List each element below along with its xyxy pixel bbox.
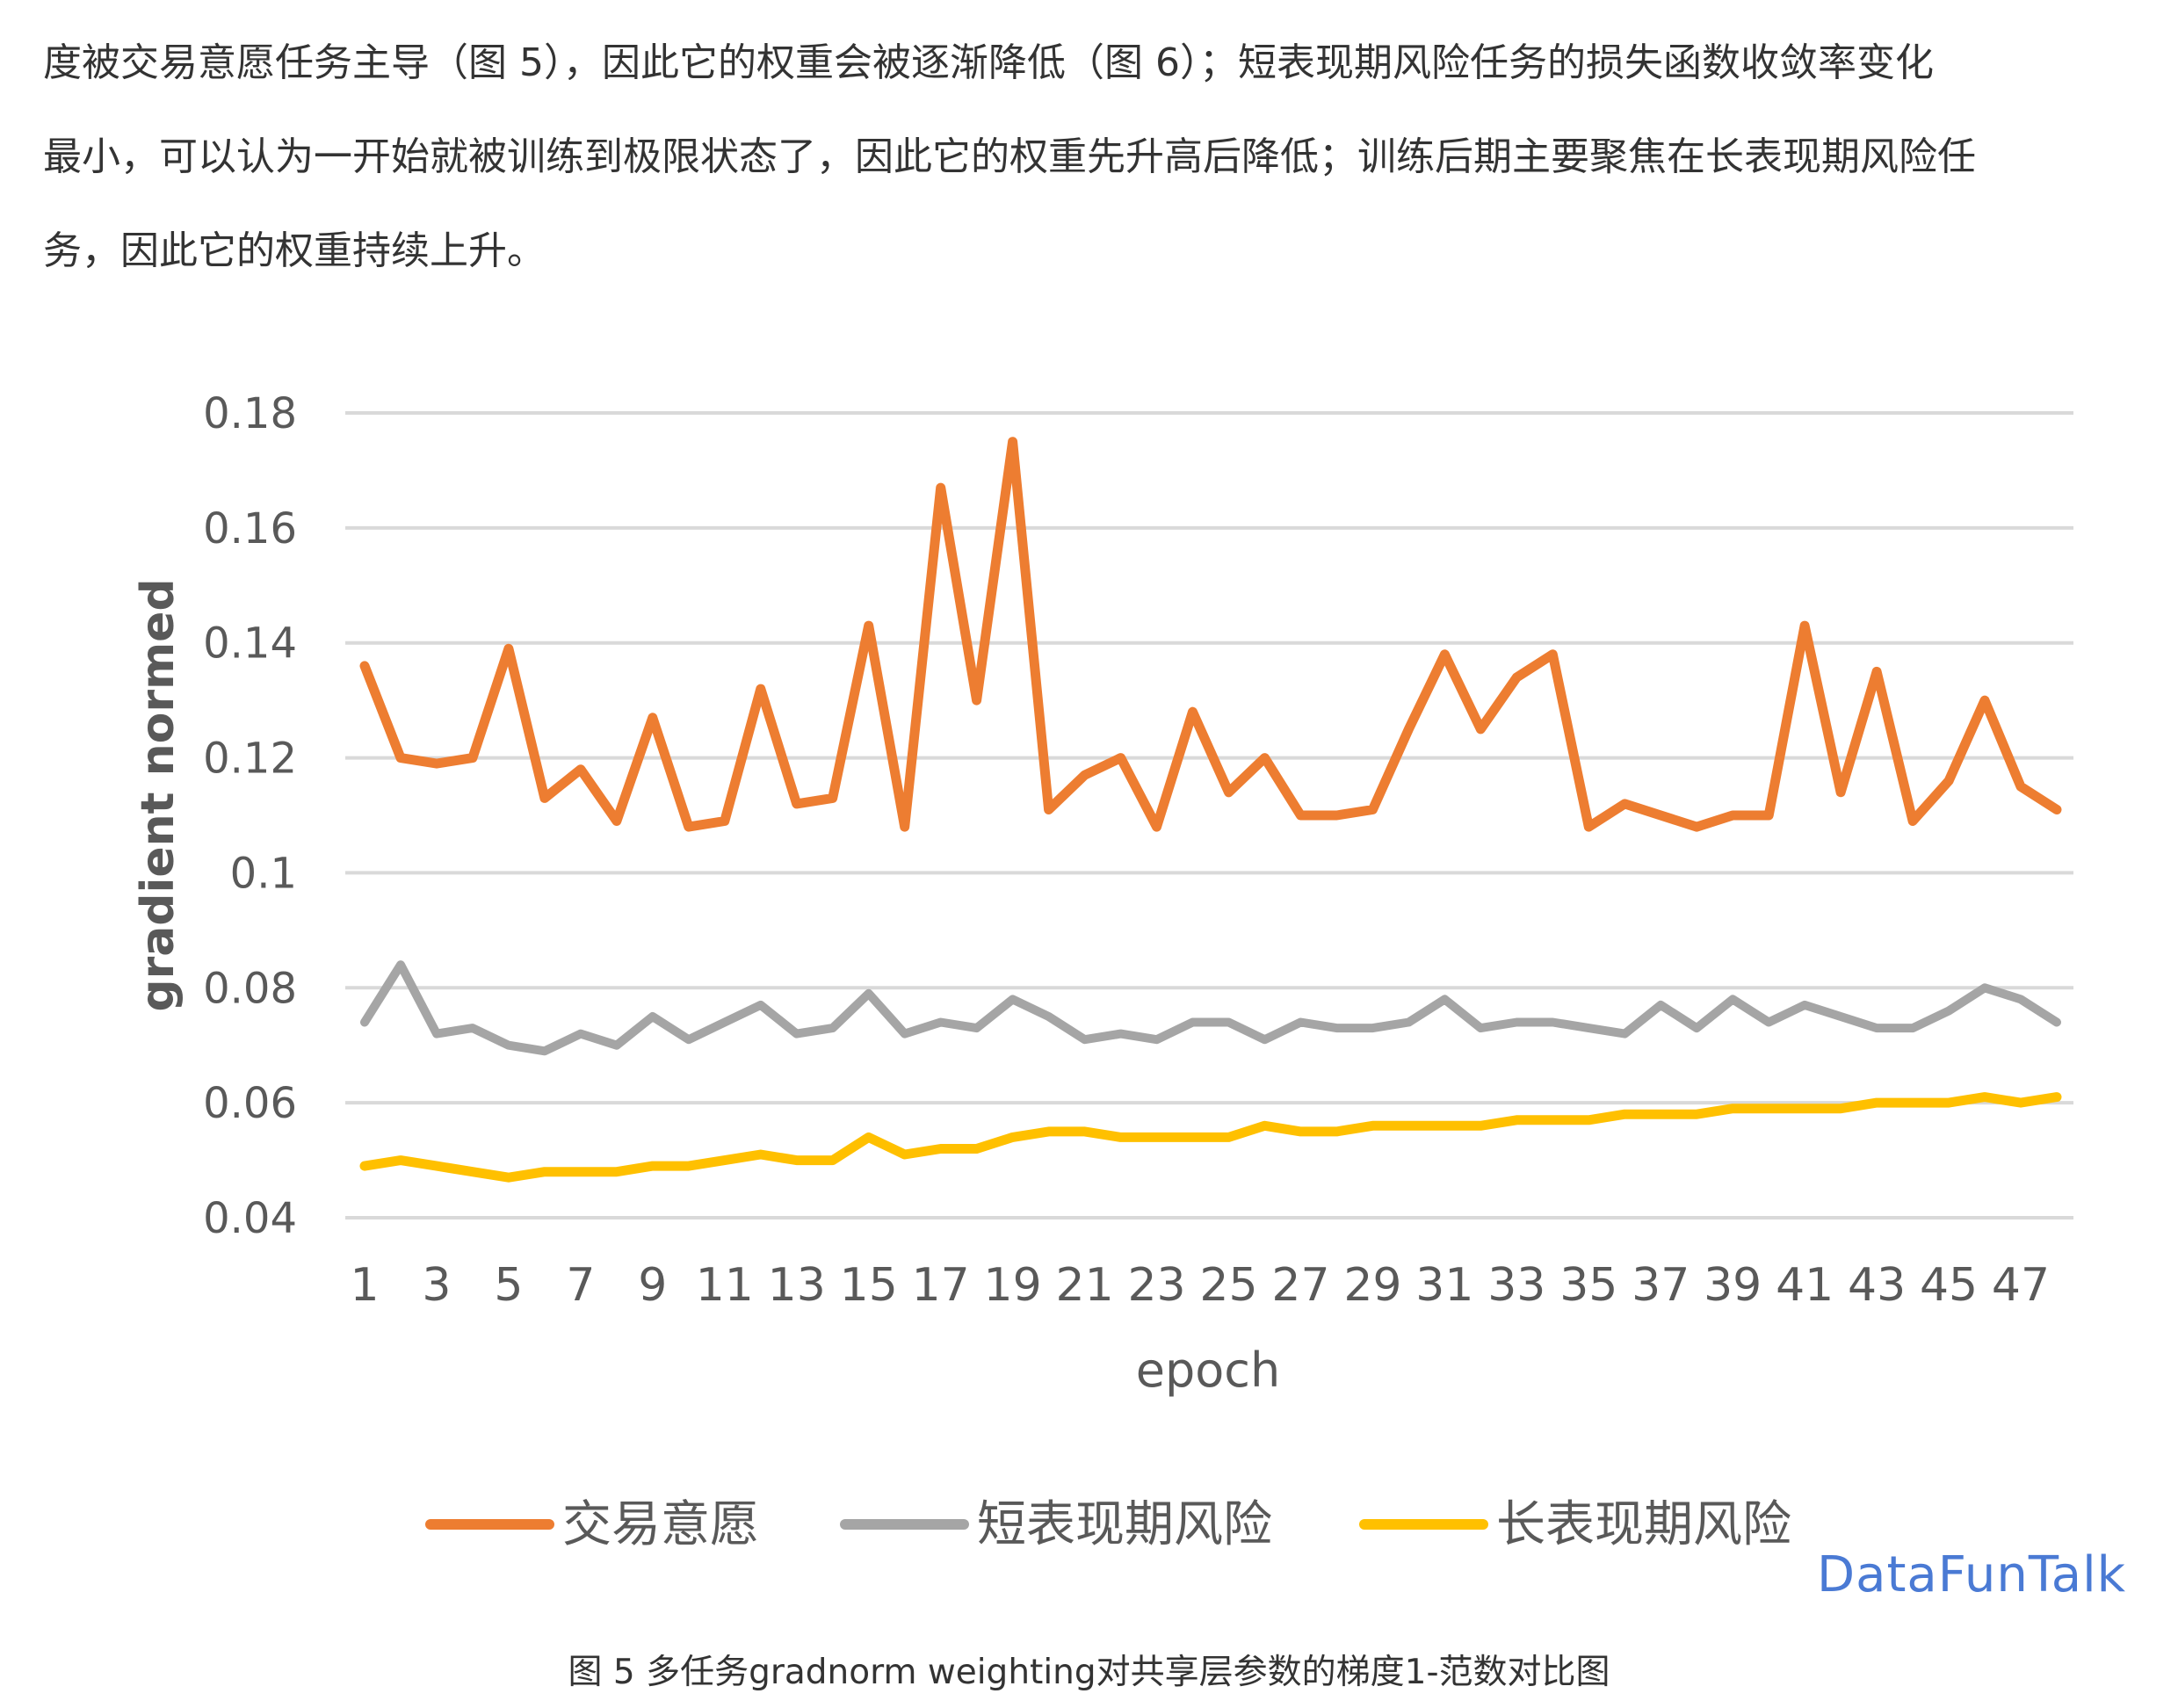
x-tick-label: 31 bbox=[1415, 1259, 1473, 1312]
series-line-1 bbox=[359, 437, 2062, 832]
chart-series-lines bbox=[359, 437, 2062, 1183]
paragraph-line-1: 度被交易意愿任务主导（图 5），因此它的权重会被逐渐降低（图 6）；短表现期风险… bbox=[43, 40, 1934, 85]
x-tick-label: 27 bbox=[1271, 1259, 1329, 1312]
x-tick-label: 39 bbox=[1704, 1259, 1762, 1312]
x-tick-label: 5 bbox=[494, 1259, 523, 1312]
legend-label-3: 长表现期风险 bbox=[1496, 1496, 1791, 1553]
legend-label-1: 交易意愿 bbox=[562, 1496, 759, 1553]
x-tick-label: 3 bbox=[422, 1259, 451, 1312]
x-axis-ticks: 1 3 5 7 9 11 13 15 17 19 21 23 25 27 29 31 33 35 37 39 41 43 4… bbox=[350, 1259, 2050, 1312]
y-axis-ticks: 0.04 0.06 0.08 0.1 0.12 0.14 0.16 0.18 bbox=[203, 389, 297, 1243]
y-axis-label: gradient normed bbox=[132, 578, 185, 1011]
y-tick-label: 0.06 bbox=[203, 1079, 297, 1128]
x-tick-label: 25 bbox=[1199, 1259, 1257, 1312]
y-tick-label: 0.04 bbox=[203, 1194, 297, 1243]
x-tick-label: 1 bbox=[350, 1259, 379, 1312]
x-tick-label: 37 bbox=[1632, 1259, 1690, 1312]
y-tick-label: 0.16 bbox=[203, 504, 297, 554]
paragraph-line-2: 最小，可以认为一开始就被训练到极限状态了，因此它的权重先升高后降低；训练后期主要… bbox=[43, 134, 1976, 179]
paragraph-line-3: 务，因此它的权重持续上升。 bbox=[43, 228, 546, 273]
x-tick-label: 21 bbox=[1055, 1259, 1113, 1312]
y-tick-label: 0.1 bbox=[230, 849, 297, 898]
x-tick-label: 9 bbox=[638, 1259, 667, 1312]
y-tick-label: 0.08 bbox=[203, 964, 297, 1013]
legend-label-2: 短表现期风险 bbox=[977, 1496, 1272, 1553]
x-tick-label: 15 bbox=[840, 1259, 898, 1312]
x-tick-label: 7 bbox=[566, 1259, 595, 1312]
x-tick-label: 13 bbox=[768, 1259, 826, 1312]
datafuntalk-watermark: DataFunTalk bbox=[1817, 1546, 2127, 1603]
x-tick-label: 23 bbox=[1127, 1259, 1185, 1312]
y-tick-label: 0.14 bbox=[203, 619, 297, 669]
x-tick-label: 17 bbox=[912, 1259, 970, 1312]
figure-caption: 图 5 多任务gradnorm weighting对共享层参数的梯度1-范数对比… bbox=[568, 1653, 1610, 1692]
chart-gridlines bbox=[345, 411, 2073, 1219]
x-tick-label: 43 bbox=[1848, 1259, 1906, 1312]
x-tick-label: 19 bbox=[984, 1259, 1042, 1312]
y-tick-label: 0.18 bbox=[203, 389, 297, 438]
chart-legend: 交易意愿 短表现期风险 长表现期风险 bbox=[425, 1496, 1791, 1553]
x-axis-label: epoch bbox=[1136, 1343, 1280, 1398]
x-tick-label: 47 bbox=[1992, 1259, 2050, 1312]
y-tick-label: 0.12 bbox=[203, 735, 297, 784]
x-tick-label: 29 bbox=[1343, 1259, 1401, 1312]
series-line-2 bbox=[360, 960, 2061, 1056]
x-tick-label: 45 bbox=[1920, 1259, 1978, 1312]
x-tick-label: 33 bbox=[1487, 1259, 1545, 1312]
body-paragraph: 度被交易意愿任务主导（图 5），因此它的权重会被逐渐降低（图 6）；短表现期风险… bbox=[43, 16, 2143, 298]
x-tick-label: 35 bbox=[1559, 1259, 1617, 1312]
series-line-3 bbox=[359, 1092, 2062, 1183]
x-tick-label: 11 bbox=[696, 1259, 754, 1312]
x-tick-label: 41 bbox=[1776, 1259, 1834, 1312]
